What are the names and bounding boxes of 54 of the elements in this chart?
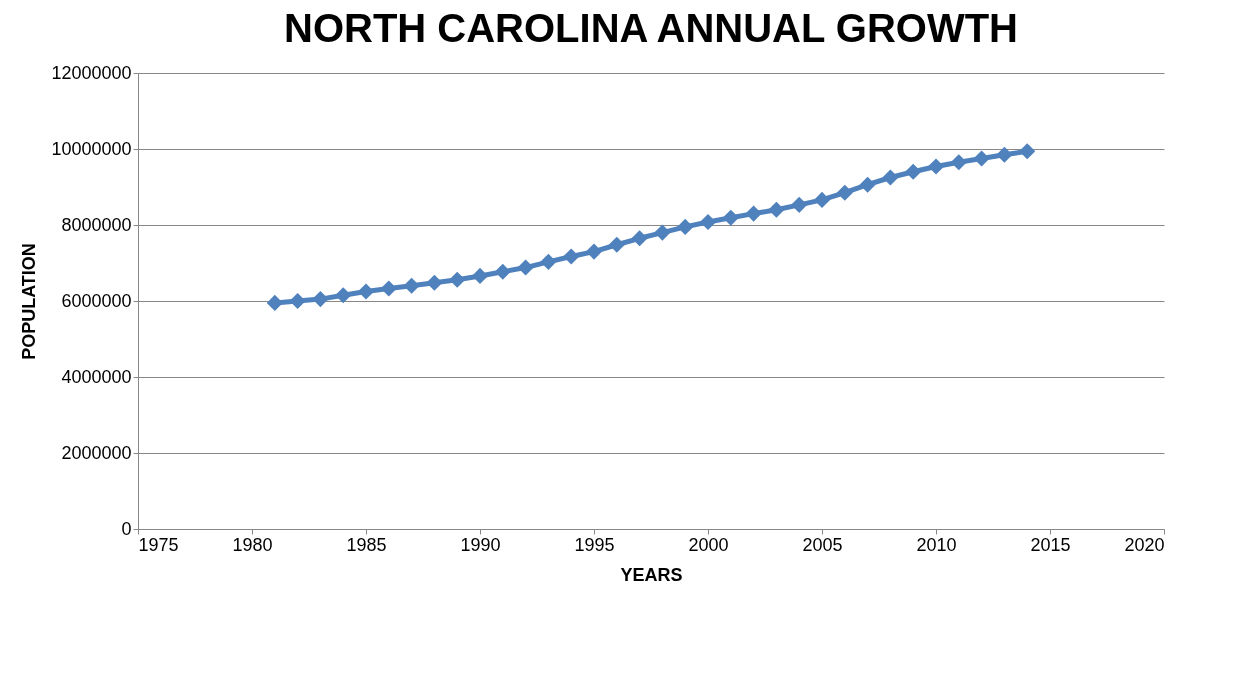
- y-tick-label: 2000000: [61, 442, 132, 463]
- y-tick-label: 0: [121, 518, 132, 539]
- x-tick-label: 2020: [1124, 534, 1165, 555]
- point: [699, 213, 717, 231]
- point: [289, 292, 306, 310]
- point: [403, 277, 420, 294]
- y-tick-label: 6000000: [61, 290, 132, 311]
- point: [654, 224, 671, 241]
- point: [859, 176, 876, 193]
- x-tick-label: 1990: [460, 534, 501, 555]
- point: [608, 236, 625, 253]
- point: [357, 283, 375, 300]
- point: [768, 201, 785, 218]
- x-tick-label: 2010: [916, 534, 957, 555]
- point: [426, 274, 443, 291]
- x-tick-label: 2000: [688, 534, 729, 555]
- x-tick-label: 2005: [802, 534, 843, 555]
- y-axis-title: POPULATION: [19, 243, 40, 360]
- point: [517, 259, 534, 276]
- point: [905, 163, 922, 180]
- point: [1019, 143, 1036, 160]
- point: [266, 294, 283, 311]
- x-tick-label: 1995: [574, 534, 615, 555]
- point: [312, 291, 329, 308]
- chart-title: NORTH CAROLINA ANNUAL GROWTH: [283, 6, 1019, 50]
- point: [449, 271, 466, 288]
- point: [973, 150, 990, 167]
- point: [631, 230, 648, 247]
- y-tick-label: 10000000: [51, 138, 132, 159]
- point: [540, 253, 557, 270]
- point: [836, 184, 853, 201]
- y-tick-label: 8000000: [61, 214, 132, 235]
- point: [882, 169, 899, 186]
- point: [335, 287, 352, 304]
- point: [380, 280, 397, 297]
- point: [996, 146, 1013, 163]
- y-tick-label: 12000000: [51, 62, 132, 83]
- point: [791, 196, 808, 213]
- x-axis-title: YEARS: [620, 564, 683, 585]
- x-tick-label: 1980: [232, 534, 273, 555]
- x-tick-label: 1985: [346, 534, 387, 555]
- x-tick-label: 1975: [138, 534, 179, 555]
- point: [494, 263, 511, 280]
- point: [950, 154, 967, 171]
- y-tick-label: 4000000: [61, 366, 132, 387]
- point: [585, 243, 603, 260]
- point: [563, 248, 580, 265]
- point: [745, 205, 762, 222]
- point: [813, 191, 831, 208]
- point: [722, 209, 739, 226]
- x-tick-label: 2015: [1030, 534, 1071, 555]
- point: [471, 267, 489, 284]
- point: [927, 158, 945, 175]
- point: [677, 218, 694, 235]
